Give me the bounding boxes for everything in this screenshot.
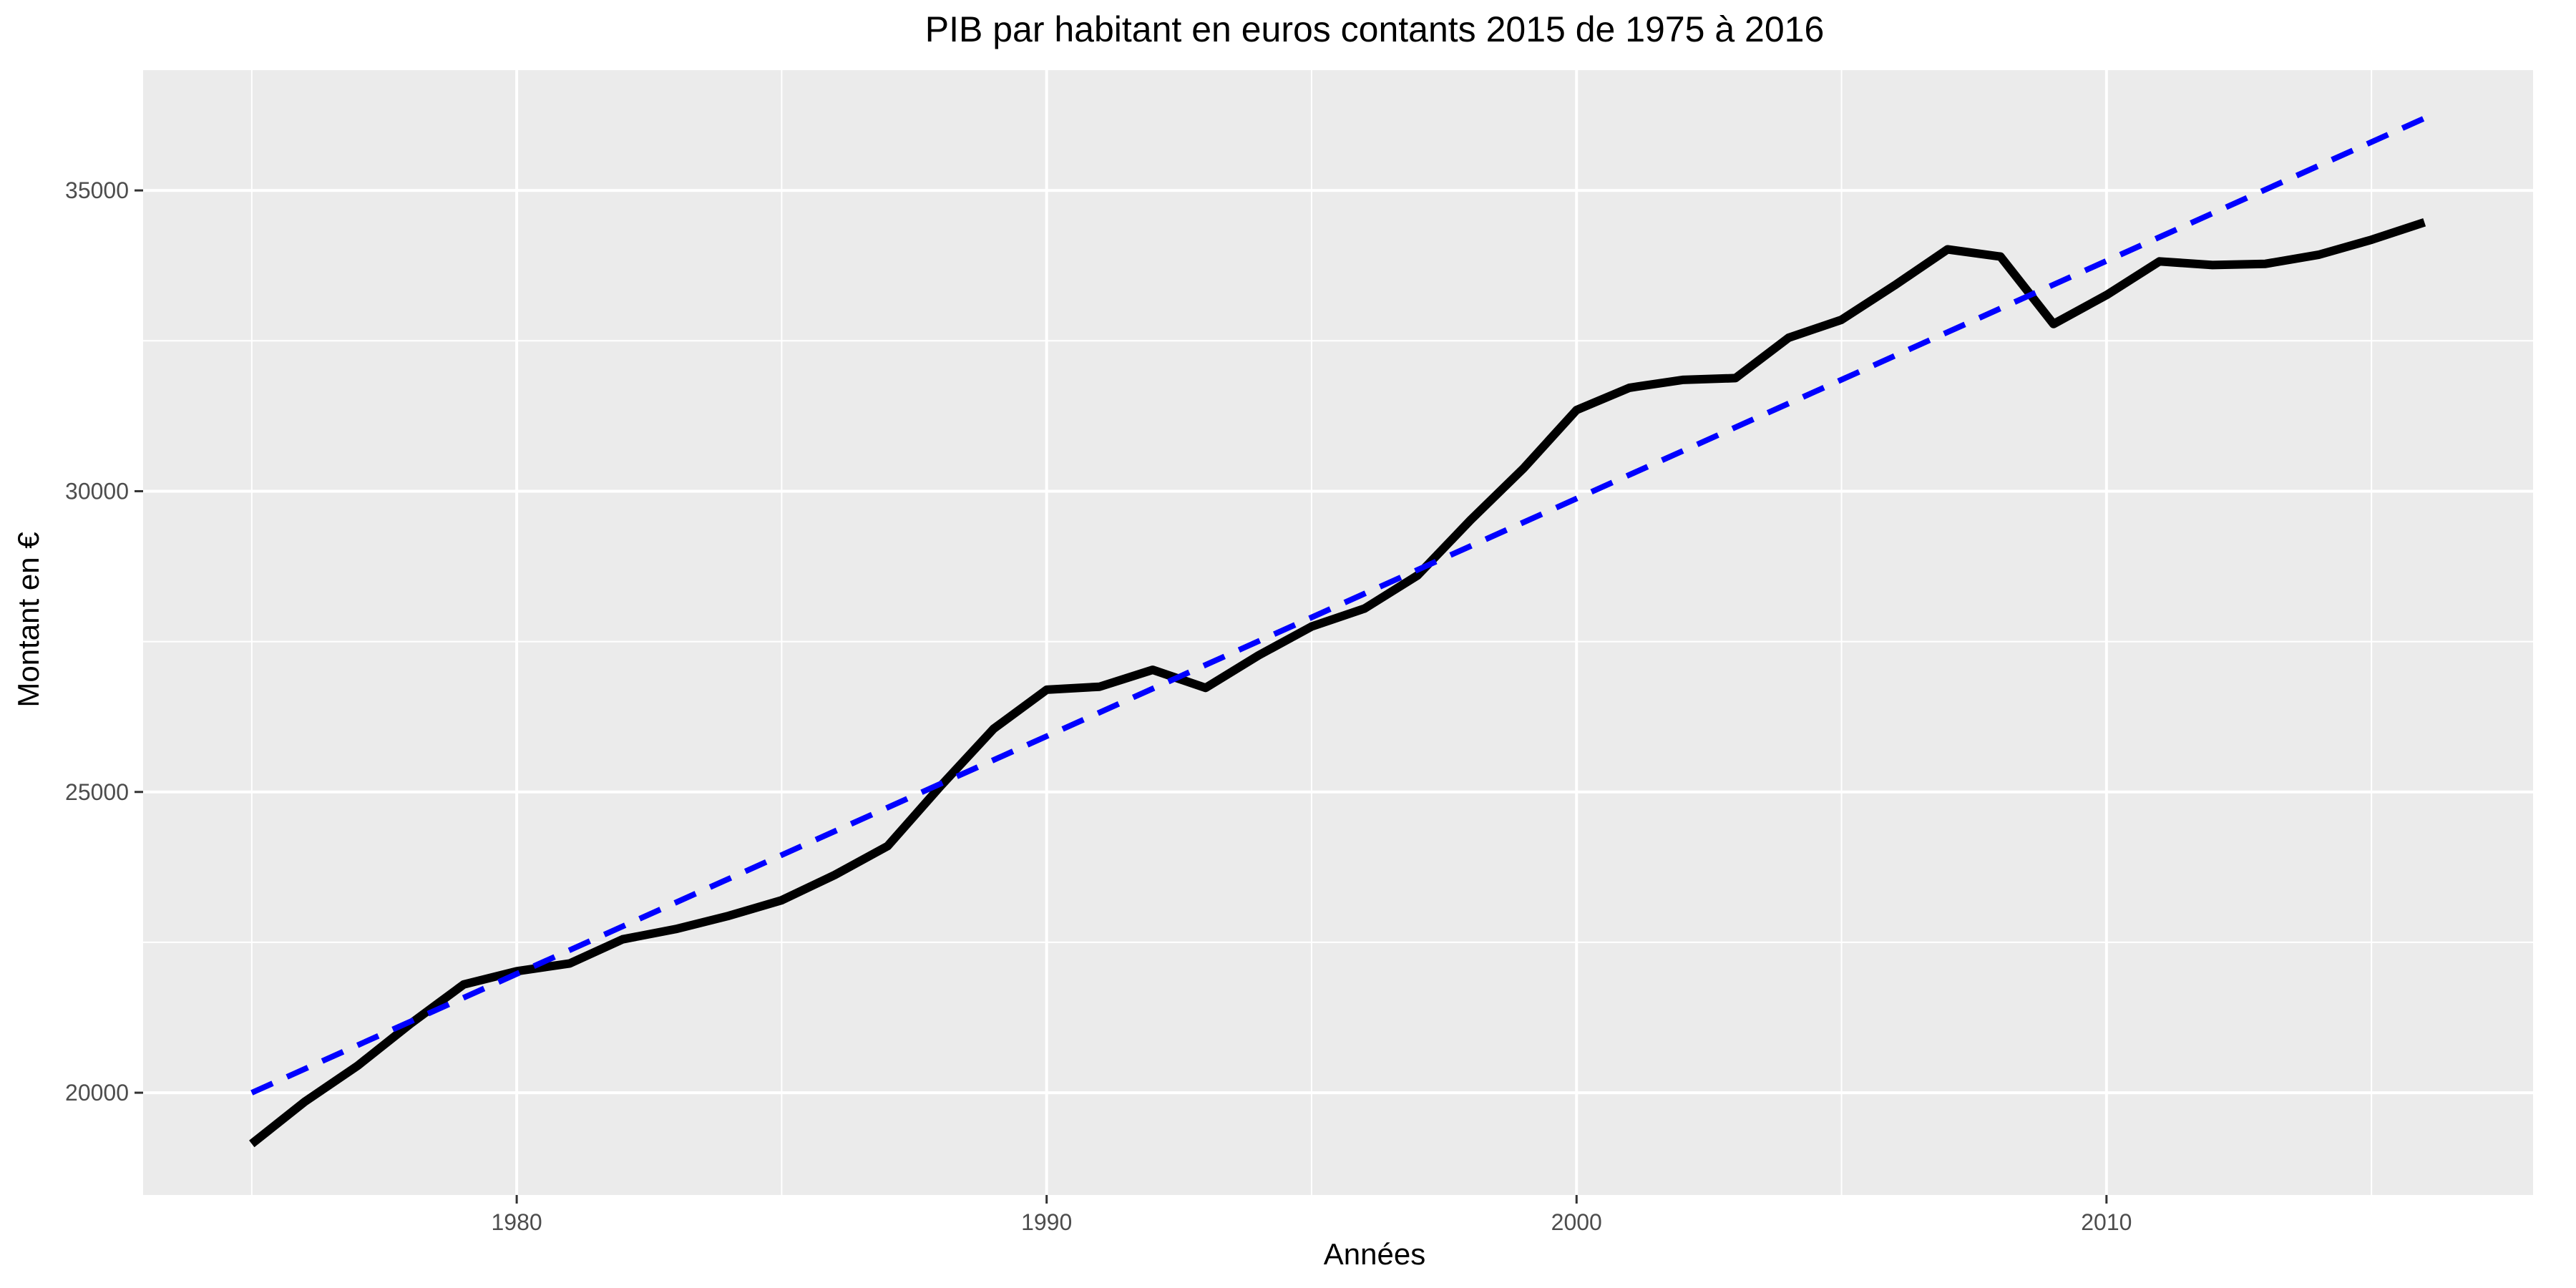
y-axis: 20000 25000 30000 35000	[65, 177, 143, 1106]
y-tick-label: 30000	[65, 478, 129, 504]
y-tick-label: 35000	[65, 177, 129, 203]
x-tick-label: 2000	[1551, 1209, 1602, 1235]
gdp-per-capita-line	[249, 218, 2426, 1148]
trend-line	[250, 115, 2426, 1096]
chart-title: PIB par habitant en euros contants 2015 …	[925, 9, 1825, 49]
grid-minor-lines	[143, 70, 2533, 1195]
x-tick-label: 1990	[1021, 1209, 1072, 1235]
y-tick-label: 20000	[65, 1080, 129, 1106]
plot-panel	[143, 70, 2533, 1195]
x-tick-label: 1980	[492, 1209, 542, 1235]
series-layer	[249, 115, 2426, 1148]
grid-major-lines	[143, 70, 2533, 1195]
y-tick-label: 25000	[65, 779, 129, 805]
y-axis-title: Montant en €	[11, 532, 45, 707]
x-axis: 1980 1990 2000 2010	[492, 1195, 2132, 1235]
x-tick-label: 2010	[2081, 1209, 2132, 1235]
x-axis-title: Années	[1324, 1237, 1425, 1271]
